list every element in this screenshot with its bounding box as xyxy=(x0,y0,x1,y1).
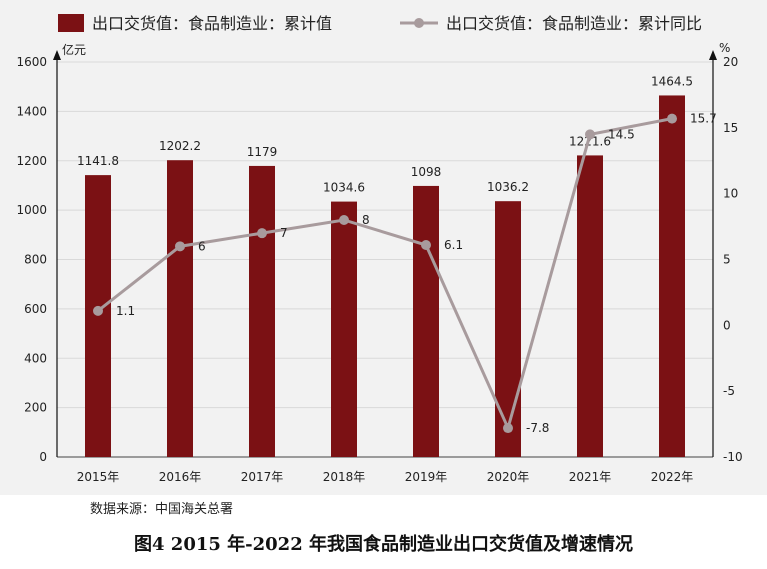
bar xyxy=(331,201,357,457)
x-tick-label: 2022年 xyxy=(651,470,694,484)
growth-value-label: 1.1 xyxy=(116,304,135,318)
y-left-unit-label: 亿元 xyxy=(62,42,86,57)
growth-value-label: 15.7 xyxy=(690,112,717,126)
combo-chart: 出口交货值：食品制造业：累计值 出口交货值：食品制造业：累计同比020040060… xyxy=(16,14,743,484)
y-left-tick-label: 400 xyxy=(24,351,47,365)
growth-value-label: 8 xyxy=(362,213,370,227)
growth-point xyxy=(93,305,103,316)
growth-point xyxy=(503,423,513,434)
bar-value-label: 1036.2 xyxy=(487,180,529,194)
bar xyxy=(495,201,521,457)
source-note: 数据来源：中国海关总署 xyxy=(90,502,234,517)
x-tick-label: 2020年 xyxy=(487,470,530,484)
y-left-tick-label: 1600 xyxy=(16,55,47,69)
y-left-tick-label: 1400 xyxy=(16,104,47,118)
y-right-unit-label: % xyxy=(719,41,730,55)
bar xyxy=(167,160,193,457)
y-left-tick-label: 0 xyxy=(39,450,47,464)
y-right-tick-label: 0 xyxy=(723,318,731,332)
bar-value-label: 1179 xyxy=(247,145,278,159)
x-tick-label: 2018年 xyxy=(323,470,366,484)
growth-point xyxy=(339,215,349,225)
legend-label-line: 出口交货值：食品制造业：累计同比 xyxy=(446,14,702,33)
bar-value-label: 1141.8 xyxy=(77,154,119,168)
bar-value-label: 1464.5 xyxy=(651,74,693,88)
y-left-tick-label: 1200 xyxy=(16,154,47,168)
x-tick-label: 2015年 xyxy=(77,470,120,484)
x-tick-label: 2016年 xyxy=(159,470,202,484)
x-tick-label: 2021年 xyxy=(569,470,612,484)
y-left-tick-label: 800 xyxy=(24,253,47,267)
y-left-tick-label: 200 xyxy=(24,401,47,415)
x-tick-label: 2017年 xyxy=(241,470,284,484)
chart-panel: 出口交货值：食品制造业：累计值 出口交货值：食品制造业：累计同比 0 200 400 60… xyxy=(0,0,767,495)
growth-point xyxy=(175,241,185,252)
y-left-tick-label: 600 xyxy=(24,302,47,316)
growth-point xyxy=(421,240,431,251)
y-right-axis-arrow xyxy=(709,50,717,60)
y-right-tick-label: 20 xyxy=(723,55,738,69)
y-right-tick-label: -10 xyxy=(723,450,743,464)
y-left-tick-label: 1000 xyxy=(16,203,47,217)
growth-value-label: -7.8 xyxy=(526,421,549,435)
y-left-axis-arrow xyxy=(53,50,61,60)
legend-label-bar: 出口交货值：食品制造业：累计值 xyxy=(92,14,332,33)
bar xyxy=(659,95,685,457)
bar-value-label: 1202.2 xyxy=(159,139,201,153)
growth-point xyxy=(585,129,595,140)
bar-value-label: 1221.6 xyxy=(569,134,611,148)
bar-value-label: 1098 xyxy=(411,165,442,179)
y-right-tick-label: -5 xyxy=(723,384,735,398)
bar xyxy=(85,175,111,458)
growth-point xyxy=(257,228,267,239)
figure-caption: 图4 2015 年-2022 年我国食品制造业出口交货值及增速情况 xyxy=(134,534,633,555)
legend-swatch-marker xyxy=(414,18,424,28)
y-right-tick-label: 10 xyxy=(723,187,738,201)
bar xyxy=(249,165,275,457)
x-tick-label: 2019年 xyxy=(405,470,448,484)
growth-line xyxy=(97,117,673,433)
growth-value-label: 6.1 xyxy=(444,238,463,252)
legend-swatch-bar xyxy=(58,14,84,32)
growth-value-label: 14.5 xyxy=(608,127,635,141)
bar xyxy=(413,185,439,457)
bar xyxy=(577,155,603,458)
growth-value-label: 6 xyxy=(198,239,206,253)
growth-value-label: 7 xyxy=(280,226,288,240)
growth-point xyxy=(667,113,677,124)
y-right-tick-label: 5 xyxy=(723,253,731,267)
y-right-tick-label: 15 xyxy=(723,121,738,135)
bar-value-label: 1034.6 xyxy=(323,181,365,195)
